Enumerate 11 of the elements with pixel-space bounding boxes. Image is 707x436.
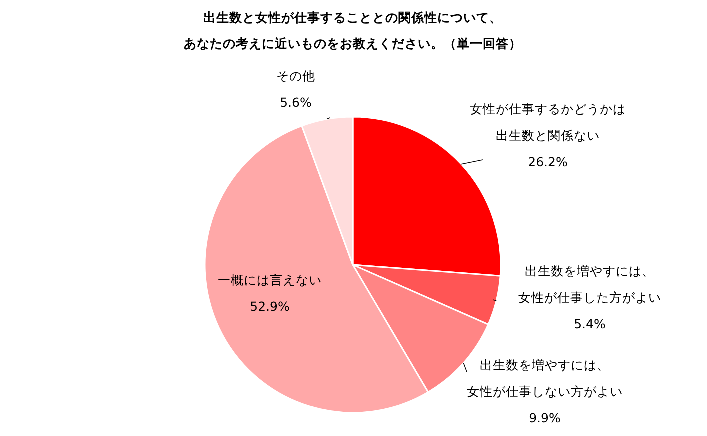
data-label: 5.4% [574,316,606,332]
data-label: 5.6% [280,94,312,110]
chart-title: 出生数と女性が仕事することとの関係性について、あなたの考えに近いものをお教えください。（単一回答） [184,10,522,51]
data-label: 9.9% [529,410,561,426]
slice-label: 一概には言えない [218,272,322,288]
slice-label: その他 [276,68,316,84]
slice-label: 出生数を増やすには、女性が仕事した方がよい [518,263,662,305]
slice-label: 女性が仕事するかどうかは出生数と関係ない [470,101,626,143]
data-label: 26.2% [528,154,568,170]
slice-label: 出生数を増やすには、女性が仕事しない方がよい [467,357,623,399]
data-label: 52.9% [250,298,290,314]
